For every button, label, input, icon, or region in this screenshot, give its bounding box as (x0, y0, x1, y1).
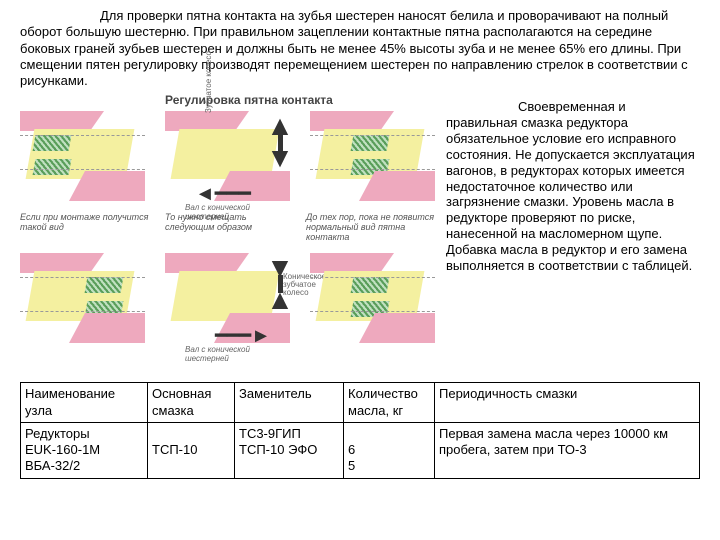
gear-fig-5: ▼ ▲ Коническое зубчатое колесо Вал с кон… (165, 253, 290, 353)
gear-fig-4 (20, 253, 145, 353)
lubrication-table: Наименование узла Основная смазка Замени… (20, 382, 700, 478)
caption-2: То нужно смещать следующим образом (165, 213, 295, 233)
cell-period: Первая замена масла через 10000 км пробе… (435, 422, 700, 478)
gear-fig-6 (310, 253, 435, 353)
col-period: Периодичность смазки (435, 383, 700, 423)
col-qty: Количество масла, кг (344, 383, 435, 423)
intro-paragraph: Для проверки пятна контакта на зубья шес… (20, 8, 700, 89)
col-main: Основная смазка (148, 383, 235, 423)
table-header-row: Наименование узла Основная смазка Замени… (21, 383, 700, 423)
cell-main: ТСП-10 (148, 422, 235, 478)
caption-row: Если при монтаже получится такой вид То … (20, 213, 440, 251)
diagram-title: Регулировка пятна контакта (165, 93, 333, 107)
col-name: Наименование узла (21, 383, 148, 423)
diagram-area: Регулировка пятна контакта (20, 93, 440, 378)
gear-fig-1 (20, 111, 145, 211)
gear-fig-2: ▲ ▼ Зубчатое колесо Вал с конической шес… (165, 111, 290, 211)
col-sub: Заменитель (235, 383, 344, 423)
cell-qty: 6 5 (344, 422, 435, 478)
gear-fig-3 (310, 111, 435, 211)
caption-3: До тех пор, пока не появится нормальный … (306, 213, 436, 243)
cell-name: Редукторы EUK-160-1М ВБА-32/2 (21, 422, 148, 478)
side-paragraph: Своевременная и правильная смазка редукт… (446, 93, 700, 378)
cell-sub: ТС3-9ГИП ТСП-10 ЭФО (235, 422, 344, 478)
table-row: Редукторы EUK-160-1М ВБА-32/2 ТСП-10 ТС3… (21, 422, 700, 478)
caption-1: Если при монтаже получится такой вид (20, 213, 150, 233)
